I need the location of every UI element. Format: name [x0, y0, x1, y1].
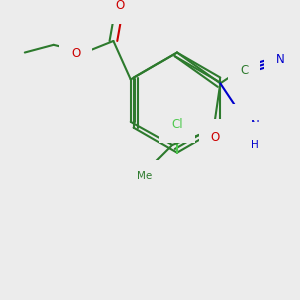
Text: Cl: Cl	[243, 116, 255, 128]
Text: O: O	[116, 0, 125, 12]
Text: Cl: Cl	[171, 118, 183, 131]
Text: O: O	[71, 47, 80, 60]
Text: N: N	[276, 53, 284, 66]
Text: H: H	[261, 132, 268, 142]
Text: O: O	[211, 131, 220, 144]
Text: C: C	[240, 64, 248, 77]
Text: Me: Me	[136, 171, 152, 181]
Text: N: N	[250, 119, 259, 132]
Text: H: H	[251, 140, 259, 150]
